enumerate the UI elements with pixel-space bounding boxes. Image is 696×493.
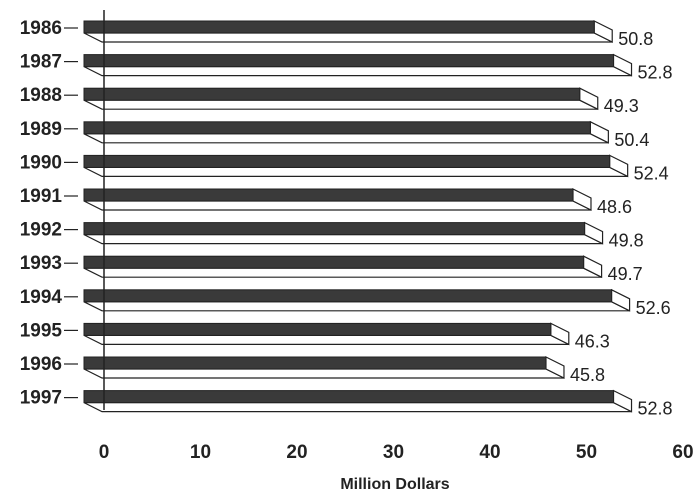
bar-face bbox=[83, 154, 611, 168]
bar-1997 bbox=[83, 389, 633, 413]
bar-face bbox=[83, 20, 595, 34]
value-label-1992: 49.8 bbox=[609, 231, 644, 251]
year-label-1987: 1987 bbox=[20, 52, 62, 73]
bar-face bbox=[83, 356, 547, 370]
bar-1994 bbox=[83, 288, 631, 312]
x-axis-ticks: 0 10 20 30 40 50 60 bbox=[99, 442, 694, 463]
bar-depth-face bbox=[83, 166, 628, 177]
x-tick-label-30: 30 bbox=[383, 442, 404, 463]
bar-1988 bbox=[83, 87, 599, 111]
value-label-1996: 45.8 bbox=[570, 365, 605, 385]
x-tick-label-20: 20 bbox=[286, 442, 307, 463]
bar-face bbox=[83, 222, 586, 236]
bar-1989 bbox=[83, 120, 609, 144]
year-label-1996: 1996 bbox=[20, 354, 62, 375]
bar-face bbox=[83, 390, 615, 404]
value-labels: 50.8 52.8 49.3 50.4 52.448.6 49.8 49.7 52.6 46.3… bbox=[570, 29, 673, 419]
bar-face bbox=[83, 322, 552, 336]
year-label-1991: 1991 bbox=[20, 186, 63, 207]
bar-1995 bbox=[83, 322, 570, 346]
bar-face bbox=[83, 121, 591, 135]
bar-depth-face bbox=[83, 334, 570, 345]
bar-depth-face bbox=[83, 368, 565, 379]
year-label-1992: 1992 bbox=[20, 220, 62, 241]
bar-1992 bbox=[83, 221, 604, 245]
value-label-1988: 49.3 bbox=[604, 96, 639, 116]
bars-layer bbox=[83, 20, 633, 413]
bar-depth-face bbox=[83, 402, 632, 413]
value-label-1997: 52.8 bbox=[638, 399, 673, 419]
bar-face bbox=[83, 289, 613, 303]
year-label-1993: 1993 bbox=[20, 253, 62, 274]
bar-depth-face bbox=[83, 32, 613, 43]
bar-depth-face bbox=[83, 133, 609, 144]
x-tick-label-0: 0 bbox=[99, 442, 110, 463]
bar-depth-face bbox=[83, 267, 602, 278]
bar-face bbox=[83, 54, 615, 68]
value-label-1994: 52.6 bbox=[636, 298, 671, 318]
bar-depth-face bbox=[83, 301, 630, 312]
x-tick-label-50: 50 bbox=[576, 442, 597, 463]
bar-face bbox=[83, 255, 585, 269]
x-tick-label-40: 40 bbox=[479, 442, 500, 463]
year-label-1990: 1990 bbox=[20, 152, 62, 173]
value-label-1991: 48.6 bbox=[597, 197, 632, 217]
year-labels: 1986 1987 1988 1989 1990 1991 1992 1993 1994 1995… bbox=[20, 18, 78, 409]
bar-depth-face bbox=[83, 234, 603, 245]
bar-1993 bbox=[83, 255, 603, 279]
bar-1986 bbox=[83, 20, 613, 43]
bar-face bbox=[83, 87, 581, 101]
year-label-1995: 1995 bbox=[20, 320, 63, 341]
x-axis-title: Million Dollars bbox=[340, 476, 449, 493]
year-label-1994: 1994 bbox=[20, 287, 63, 308]
bar-depth-face bbox=[83, 200, 592, 211]
x-tick-label-10: 10 bbox=[190, 442, 211, 463]
value-label-1990: 52.4 bbox=[634, 163, 669, 183]
value-label-1989: 50.4 bbox=[614, 130, 649, 150]
value-label-1993: 49.7 bbox=[608, 264, 643, 284]
value-label-1995: 46.3 bbox=[575, 331, 610, 351]
bar-1991 bbox=[83, 188, 592, 211]
bar-1990 bbox=[83, 154, 629, 178]
year-label-1988: 1988 bbox=[20, 85, 62, 106]
bar-1996 bbox=[83, 356, 565, 379]
bar-depth-face bbox=[83, 65, 632, 77]
year-label-1997: 1997 bbox=[20, 388, 62, 409]
year-label-1986: 1986 bbox=[20, 18, 62, 39]
value-label-1987: 52.8 bbox=[638, 63, 673, 83]
x-tick-label-60: 60 bbox=[672, 442, 693, 463]
bar-face bbox=[83, 188, 574, 202]
bar-depth-face bbox=[83, 99, 599, 110]
year-label-1989: 1989 bbox=[20, 119, 62, 140]
bar-1987 bbox=[83, 53, 633, 77]
value-label-1986: 50.8 bbox=[618, 29, 653, 49]
